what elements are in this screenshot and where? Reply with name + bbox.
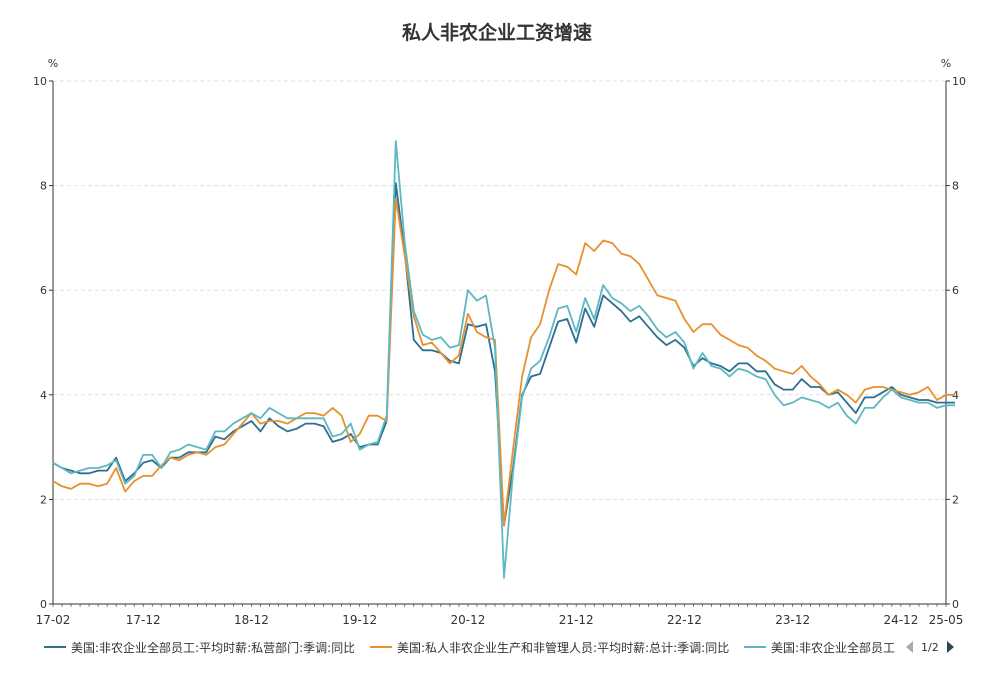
y-tick-label-left: 6 [40, 284, 47, 297]
legend-swatch-series-2 [370, 646, 392, 648]
legend: 美国:非农企业全部员工:平均时薪:私营部门:季调:同比 美国:私人非农企业生产和… [0, 636, 994, 658]
x-tick-label: 24-12 [883, 613, 918, 627]
x-tick-label: 25-05 [929, 613, 964, 627]
legend-pager: 1/2 [906, 636, 954, 658]
x-tick-label: 19-12 [342, 613, 377, 627]
legend-page-indicator: 1/2 [921, 640, 939, 654]
y-tick-label-left: 4 [40, 389, 47, 402]
y-tick-label-left: 0 [40, 598, 47, 611]
legend-label-series-1: 美国:非农企业全部员工:平均时薪:私营部门:季调:同比 [71, 640, 354, 655]
series-line-1 [52, 182, 955, 527]
x-tick-label: 18-12 [234, 613, 269, 627]
series-line-3 [52, 140, 955, 579]
y-tick-label-right: 8 [952, 180, 959, 193]
legend-swatch-series-1 [44, 646, 66, 648]
y-tick-label-left: 10 [33, 75, 47, 88]
legend-item-series-2[interactable]: 美国:私人非农企业生产和非管理人员:平均时薪:总计:季调:同比 [370, 636, 738, 658]
y-tick-label-right: 4 [952, 389, 959, 402]
legend-next-icon[interactable] [946, 641, 954, 653]
y-unit-left: % [48, 57, 58, 70]
x-tick-label: 23-12 [775, 613, 810, 627]
y-tick-label-right: 10 [952, 75, 966, 88]
x-tick-label: 17-12 [126, 613, 161, 627]
legend-label-series-3: 美国:非农企业全部员工 [771, 640, 896, 655]
x-tick-label: 20-12 [450, 613, 485, 627]
y-tick-label-left: 8 [40, 180, 47, 193]
y-tick-label-right: 0 [952, 598, 959, 611]
y-tick-label-right: 2 [952, 493, 959, 506]
legend-swatch-series-3 [744, 646, 766, 648]
x-tick-label: 21-12 [559, 613, 594, 627]
legend-item-series-1[interactable]: 美国:非农企业全部员工:平均时薪:私营部门:季调:同比 [44, 636, 354, 658]
y-unit-right: % [941, 57, 951, 70]
y-tick-label-left: 2 [40, 493, 47, 506]
series-line-2 [52, 197, 955, 527]
y-tick-label-right: 6 [952, 284, 959, 297]
legend-label-series-2: 美国:私人非农企业生产和非管理人员:平均时薪:总计:季调:同比 [397, 640, 730, 655]
x-tick-label: 17-02 [36, 613, 71, 627]
legend-prev-icon[interactable] [906, 641, 913, 653]
x-tick-label: 22-12 [667, 613, 702, 627]
chart-title: 私人非农企业工资增速 [401, 22, 592, 44]
legend-item-series-3[interactable]: 美国:非农企业全部员工 [744, 636, 900, 658]
